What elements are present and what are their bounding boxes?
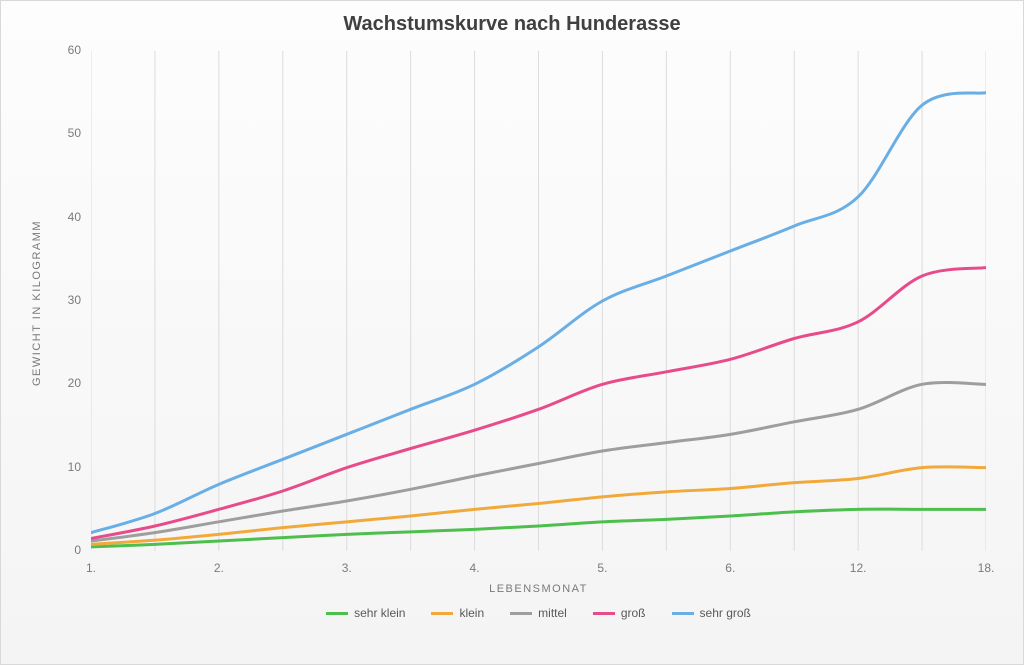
chart-title: Wachstumskurve nach Hunderasse xyxy=(1,13,1023,36)
legend-item-groß: groß xyxy=(593,606,646,620)
x-axis-title: LEBENSMONAT xyxy=(91,583,986,595)
legend: sehr klein klein mittel groß sehr groß xyxy=(91,606,986,620)
plot-area xyxy=(91,51,986,551)
x-tick-label: 1. xyxy=(71,561,111,575)
y-tick-label: 30 xyxy=(51,293,81,307)
legend-swatch xyxy=(593,612,615,615)
y-tick-label: 40 xyxy=(51,210,81,224)
legend-label: mittel xyxy=(538,606,567,620)
y-tick-label: 50 xyxy=(51,126,81,140)
legend-label: sehr klein xyxy=(354,606,405,620)
x-tick-label: 3. xyxy=(327,561,367,575)
chart-svg xyxy=(91,51,986,551)
x-tick-label: 18. xyxy=(966,561,1006,575)
legend-item-sehr-klein: sehr klein xyxy=(326,606,405,620)
legend-swatch xyxy=(326,612,348,615)
legend-item-sehr-groß: sehr groß xyxy=(672,606,751,620)
y-tick-label: 20 xyxy=(51,376,81,390)
legend-item-klein: klein xyxy=(431,606,484,620)
y-tick-label: 0 xyxy=(51,543,81,557)
x-tick-label: 12. xyxy=(838,561,878,575)
growth-chart: Wachstumskurve nach Hunderasse GEWICHT I… xyxy=(0,0,1024,665)
legend-swatch xyxy=(672,612,694,615)
x-tick-label: 2. xyxy=(199,561,239,575)
x-tick-label: 6. xyxy=(710,561,750,575)
x-tick-label: 5. xyxy=(582,561,622,575)
legend-label: groß xyxy=(621,606,646,620)
legend-swatch xyxy=(510,612,532,615)
y-tick-label: 10 xyxy=(51,460,81,474)
legend-swatch xyxy=(431,612,453,615)
legend-item-mittel: mittel xyxy=(510,606,567,620)
legend-label: sehr groß xyxy=(700,606,751,620)
legend-label: klein xyxy=(459,606,484,620)
x-tick-label: 4. xyxy=(455,561,495,575)
y-tick-label: 60 xyxy=(51,43,81,57)
y-axis-title: GEWICHT IN KILOGRAMM xyxy=(31,220,43,386)
